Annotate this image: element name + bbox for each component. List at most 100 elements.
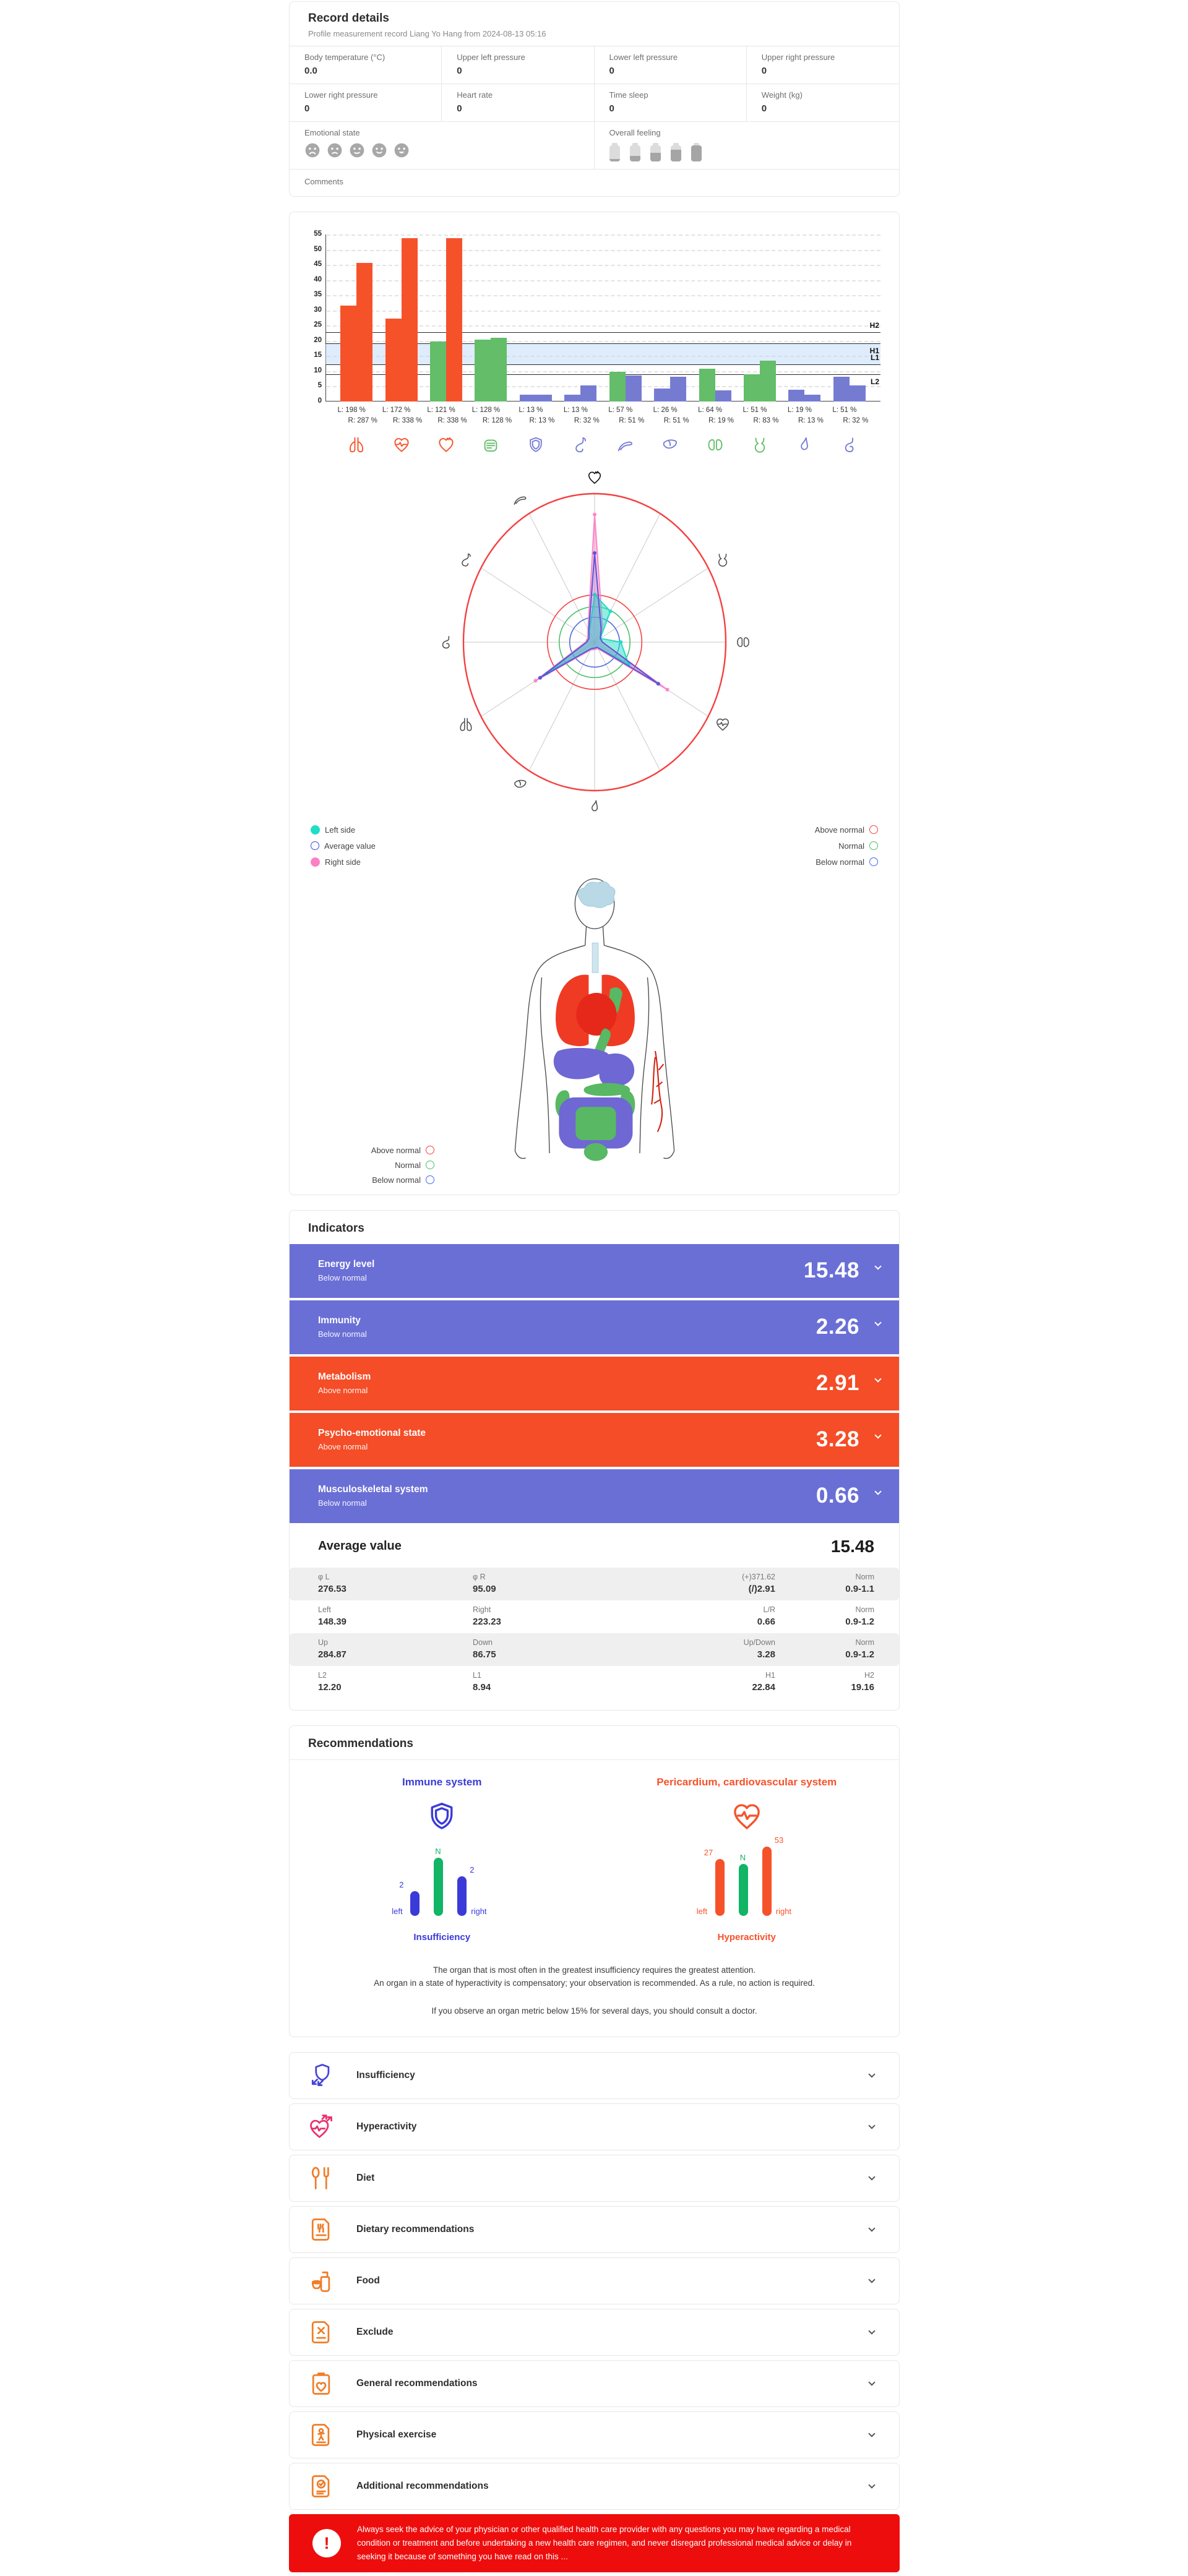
legend-label: Normal xyxy=(395,1160,421,1170)
rec-bar-label: 27 xyxy=(704,1847,713,1857)
legend-label: Average value xyxy=(324,841,376,851)
radar-legend-series: Left side Average value Right side xyxy=(311,825,376,867)
legend-item: Average value xyxy=(311,841,376,851)
indicator-row-metabolism[interactable]: Metabolism Above normal 2.91 xyxy=(290,1356,899,1410)
arm-vessel xyxy=(650,1050,664,1132)
emotional-state-faces xyxy=(304,142,579,161)
bar-pair-stomach xyxy=(558,234,603,401)
legend-label: Normal xyxy=(838,841,864,851)
note-line-1: The organ that is most often in the grea… xyxy=(433,1965,756,1975)
accordion-diet[interactable]: Diet xyxy=(289,2154,900,2202)
table-row: L2 12.20 L1 8.94 H1 22.84 H2 19.16 xyxy=(290,1666,899,1699)
table-cell: H1 22.84 xyxy=(752,1670,775,1693)
chevron-down-icon[interactable] xyxy=(868,2225,876,2232)
accordion-additional-recommendations[interactable]: Additional recommendations xyxy=(289,2462,900,2510)
accordion-physical-exercise[interactable]: Physical exercise xyxy=(289,2411,900,2458)
right-bar xyxy=(535,394,552,401)
chevron-down-icon[interactable] xyxy=(868,2481,876,2489)
y-tick-label: 30 xyxy=(314,306,322,314)
heart-organ xyxy=(575,992,617,1036)
indicators-card: Indicators Energy level Below normal 15.48… xyxy=(289,1209,900,1711)
chevron-down-icon[interactable] xyxy=(868,2430,876,2437)
accordion-dietary-recommendations[interactable]: Dietary recommendations xyxy=(289,2205,900,2253)
pair-labels-pericardium: L: 172 % R: 338 % xyxy=(382,406,423,425)
emoji-smile-icon xyxy=(371,142,387,161)
legend-item: Above normal xyxy=(323,1146,434,1155)
meridian-chart-icons xyxy=(325,436,880,454)
indicator-row-energy-level[interactable]: Energy level Below normal 15.48 xyxy=(290,1243,899,1298)
field-label: Upper right pressure xyxy=(761,53,835,62)
rec-bar-label: N xyxy=(435,1846,441,1856)
doc-check-icon xyxy=(311,2475,330,2497)
accordion-label: Diet xyxy=(356,2172,375,2183)
chevron-down-icon[interactable] xyxy=(874,1319,882,1326)
field-label: Lower right pressure xyxy=(304,90,378,100)
comments-label: Comments xyxy=(304,177,343,186)
indicator-status: Above normal xyxy=(318,1442,368,1451)
radar-legend-states: Above normal Normal Below normal xyxy=(815,825,878,867)
rec-bar-label: 2 xyxy=(399,1879,404,1889)
limit-line-H2 xyxy=(325,332,880,333)
rec-bar-label: 2 xyxy=(470,1865,475,1874)
radar-axis-stomach xyxy=(457,551,475,569)
emoji-happy-icon xyxy=(394,142,410,161)
indicator-value: 2.91 xyxy=(816,1371,859,1395)
meridian-chart-plot: 0 5 10 15 20 25 30 35 40 45 50 55 H2 H1 L1 L2 xyxy=(314,230,880,405)
group-caption: Hyperactivity xyxy=(717,1931,776,1943)
y-tick-label: 10 xyxy=(314,366,322,374)
food-jar-icon xyxy=(311,2271,330,2292)
right-bar xyxy=(401,238,418,401)
right-bar xyxy=(356,262,373,401)
accordion-label: Food xyxy=(356,2275,380,2286)
indicator-row-psycho-emotional-state[interactable]: Psycho-emotional state Above normal 3.28 xyxy=(290,1412,899,1467)
chevron-down-icon[interactable] xyxy=(874,1488,882,1495)
accordion-hyperactivity[interactable]: Hyperactivity xyxy=(289,2103,900,2150)
chevron-down-icon[interactable] xyxy=(874,1263,882,1270)
y-tick-label: 40 xyxy=(314,275,322,283)
chevron-down-icon[interactable] xyxy=(868,2071,876,2078)
right-caption: right xyxy=(471,1906,487,1916)
accordion-label: Hyperactivity xyxy=(356,2121,417,2132)
right-bar xyxy=(760,361,776,401)
accordion-exclude[interactable]: Exclude xyxy=(289,2308,900,2356)
chevron-down-icon[interactable] xyxy=(868,2327,876,2335)
indicator-row-immunity[interactable]: Immunity Below normal 2.26 xyxy=(290,1300,899,1354)
left-bar xyxy=(788,390,805,401)
indicator-name: Metabolism xyxy=(318,1372,371,1382)
radar-legend: Left side Average value Right side Above n… xyxy=(304,822,884,867)
left-bar xyxy=(519,395,536,401)
y-tick-label: 35 xyxy=(314,291,322,299)
pancreas-organ xyxy=(583,1083,630,1096)
accordion-general-recommendations[interactable]: General recommendations xyxy=(289,2359,900,2407)
indicator-row-musculoskeletal-system[interactable]: Musculoskeletal system Below normal 0.66 xyxy=(290,1469,899,1523)
chevron-down-icon[interactable] xyxy=(868,2379,876,2386)
chevron-down-icon[interactable] xyxy=(874,1432,882,1439)
legend-item: Below normal xyxy=(323,1175,434,1185)
chevron-down-icon[interactable] xyxy=(868,2276,876,2283)
overall-feeling-batteries xyxy=(609,142,885,161)
right-caption: right xyxy=(775,1906,792,1916)
bar-pair-heart xyxy=(424,234,468,401)
legend-item: Normal xyxy=(815,841,878,851)
pair-labels-triple-heater: L: 13 % R: 13 % xyxy=(519,406,555,425)
accordion-food[interactable]: Food xyxy=(289,2257,900,2304)
lungs-icon xyxy=(350,437,364,452)
chevron-down-icon[interactable] xyxy=(874,1375,882,1383)
chevron-down-icon[interactable] xyxy=(868,2122,876,2129)
left-caption: left xyxy=(392,1906,403,1916)
accordion-label: General recommendations xyxy=(356,2377,478,2389)
heart-up-icon xyxy=(310,2114,332,2138)
accordion-insufficiency[interactable]: Insufficiency xyxy=(289,2051,900,2099)
chevron-down-icon[interactable] xyxy=(868,2173,876,2181)
accordion-label: Exclude xyxy=(356,2326,394,2337)
bar-pair-pericardium xyxy=(379,234,423,401)
recommendations-note: The organ that is most often in the grea… xyxy=(290,1964,899,1990)
emotional-state-label: Emotional state xyxy=(304,128,360,137)
limit-label: H2 xyxy=(869,320,879,330)
table-cell: H2 19.16 xyxy=(851,1670,874,1693)
brain-organ xyxy=(577,881,616,908)
pair-labels-liver: L: 26 % R: 51 % xyxy=(653,406,689,425)
radar-axis-pancreas xyxy=(512,491,529,508)
right-bar xyxy=(670,376,687,401)
y-tick-label: 45 xyxy=(314,260,322,268)
